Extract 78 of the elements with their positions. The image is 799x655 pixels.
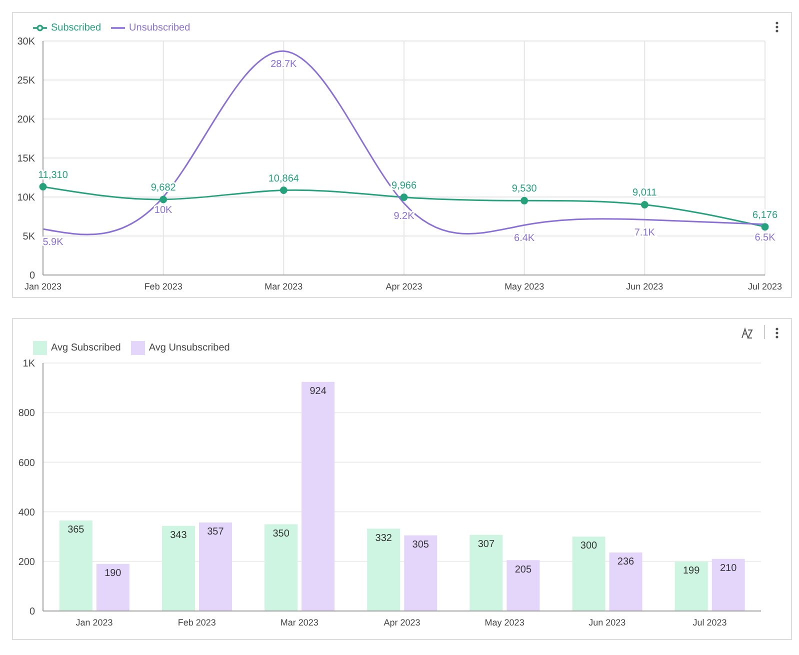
data-label: 190 — [104, 568, 122, 579]
data-label: 205 — [514, 564, 532, 576]
y-tick-label: 800 — [18, 408, 36, 420]
x-tick-label: Feb 2023 — [178, 617, 216, 628]
bar — [264, 524, 298, 611]
data-label: 210 — [720, 563, 738, 574]
data-label: 10K — [154, 205, 173, 216]
data-label: 6.5K — [754, 232, 776, 244]
data-label: 350 — [272, 528, 290, 540]
data-label: 307 — [478, 538, 495, 550]
y-tick-label: 15K — [17, 154, 36, 165]
data-label: 924 — [310, 386, 327, 397]
bar — [302, 382, 335, 611]
data-label: 10,864 — [268, 173, 300, 184]
bar — [712, 558, 745, 611]
point — [160, 196, 168, 204]
x-tick-label: Jan 2023 — [24, 281, 62, 292]
data-label: 300 — [580, 540, 598, 552]
bar — [96, 564, 130, 611]
point — [280, 186, 288, 194]
x-tick-label: Apr 2023 — [386, 281, 422, 292]
y-tick-label: 0 — [29, 270, 36, 282]
bar — [198, 522, 232, 611]
bar — [470, 534, 503, 611]
y-tick-label: 25K — [17, 76, 36, 87]
point — [761, 223, 769, 231]
data-label: 6.4K — [514, 233, 535, 244]
bar — [367, 528, 400, 611]
data-label: 6,176 — [752, 210, 778, 221]
bar — [506, 560, 540, 611]
y-tick-label: 600 — [18, 458, 36, 469]
y-tick-label: 5K — [22, 232, 36, 243]
bar — [609, 552, 642, 611]
legend-label: Avg Unsubscribed — [148, 342, 230, 354]
data-label: 9,966 — [391, 180, 417, 192]
bar — [572, 536, 606, 611]
bar — [162, 526, 195, 611]
data-label: 9,011 — [632, 188, 658, 199]
data-label: 343 — [170, 530, 188, 542]
x-tick-label: Mar 2023 — [264, 281, 303, 292]
legend-label: Subscribed — [51, 22, 102, 34]
y-tick-label: 30K — [17, 36, 36, 48]
data-label: 236 — [617, 556, 635, 568]
y-tick-label: 200 — [18, 556, 36, 568]
point — [520, 196, 528, 204]
bar — [59, 520, 92, 611]
y-tick-label: 10K — [17, 192, 36, 204]
x-tick-label: Jul 2023 — [748, 281, 782, 292]
bar — [674, 562, 708, 611]
y-tick-label: 20K — [17, 114, 36, 126]
data-label: 305 — [412, 539, 430, 550]
data-label: 332 — [375, 532, 392, 544]
data-label: 9.2K — [394, 211, 415, 222]
x-tick-label: Feb 2023 — [144, 281, 182, 292]
point — [39, 183, 47, 191]
y-tick-label: 0 — [29, 606, 36, 618]
x-tick-label: Apr 2023 — [384, 617, 420, 628]
x-tick-label: Jun 2023 — [626, 281, 664, 292]
data-label: 7.1K — [634, 228, 656, 239]
data-label: 11,310 — [38, 170, 68, 181]
x-tick-label: May 2023 — [504, 281, 544, 292]
x-tick-label: Jun 2023 — [588, 617, 626, 628]
y-tick-label: 400 — [18, 507, 36, 518]
data-label: 28.7K — [270, 59, 298, 70]
y-tick-label: 1K — [22, 358, 36, 370]
x-tick-label: May 2023 — [484, 617, 524, 628]
point — [400, 194, 408, 202]
bar — [404, 535, 438, 611]
data-label: 365 — [68, 524, 85, 536]
legend-label: Avg Subscribed — [51, 342, 121, 354]
data-label: 199 — [682, 566, 700, 577]
data-label: 357 — [207, 526, 224, 538]
data-label: 9,530 — [512, 184, 538, 195]
x-tick-label: Jul 2023 — [692, 617, 727, 628]
legend-label: Unsubscribed — [129, 22, 190, 34]
x-tick-label: Jan 2023 — [76, 617, 113, 628]
x-tick-label: Mar 2023 — [280, 617, 318, 628]
point — [640, 200, 648, 208]
